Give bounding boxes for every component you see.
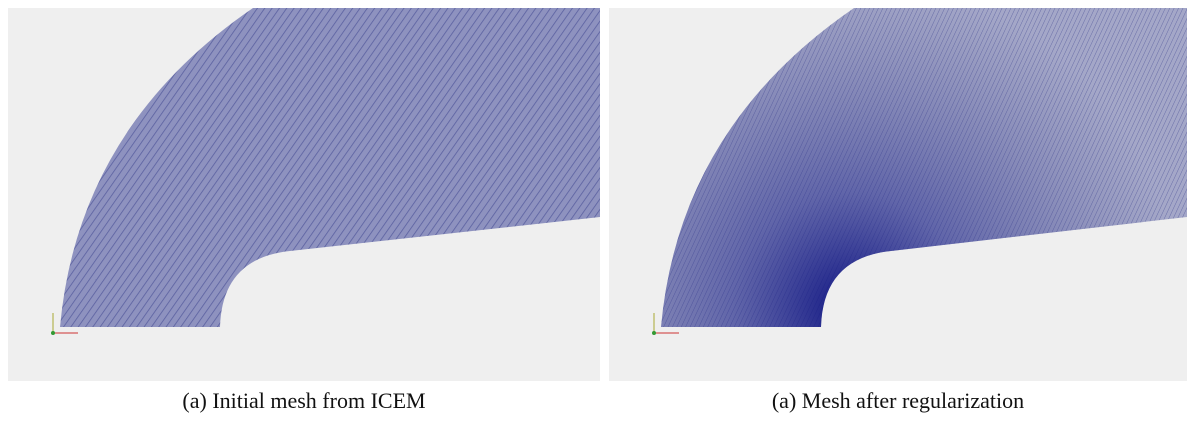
caption: (a) Mesh after regularization <box>609 388 1187 414</box>
caption: (a) Initial mesh from ICEM <box>8 388 600 414</box>
mesh-region <box>60 8 600 327</box>
mesh-density <box>661 8 1187 327</box>
mesh-image-initial <box>8 8 600 381</box>
page: (a) Initial mesh from ICEM (a) Mesh afte… <box>0 0 1195 421</box>
mesh-image-regularized <box>609 8 1187 381</box>
